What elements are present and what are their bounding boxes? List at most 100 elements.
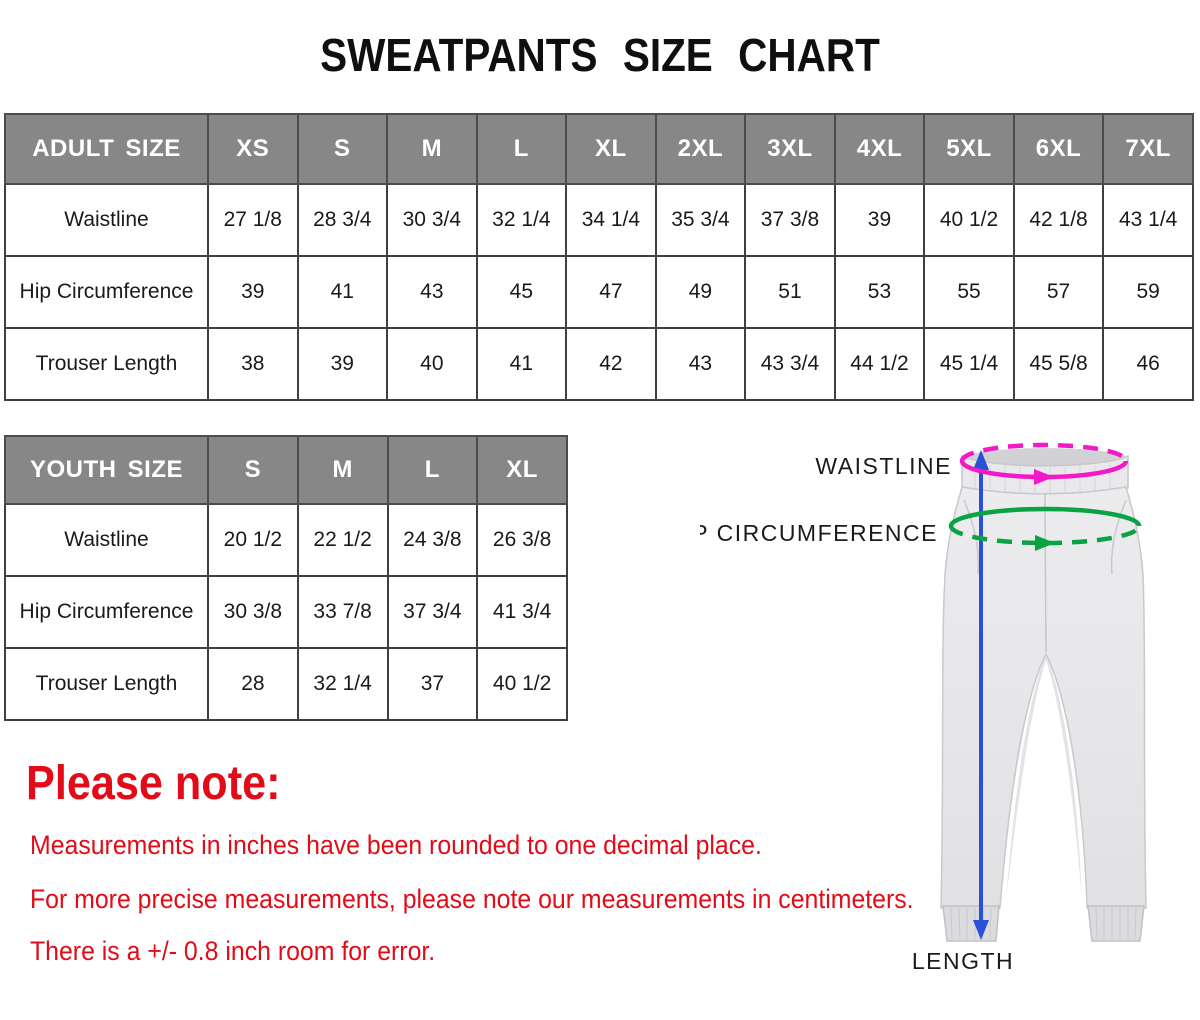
value-cell: 24 3/8 [386, 503, 479, 577]
value-cell: 45 [475, 255, 568, 329]
table-row: Waistline 27 1/8 28 3/4 30 3/4 32 1/4 34… [4, 183, 1194, 257]
row-label-cell: Trouser Length [4, 327, 209, 401]
arrow-up-icon [973, 450, 989, 470]
value-cell: 37 3/8 [744, 183, 836, 257]
value-cell: 28 3/4 [296, 183, 389, 257]
header-cell: L [386, 435, 479, 505]
header-cell: 3XL [744, 113, 836, 185]
adult-size-table: ADULT SIZE XS S M L XL 2XL 3XL 4XL 5XL 6… [4, 113, 1194, 401]
header-cell: XL [476, 435, 568, 505]
arrow-right-icon [1035, 535, 1055, 551]
row-label-cell: Waistline [4, 183, 209, 257]
note-line: For more precise measurements, please no… [30, 884, 914, 914]
value-cell: 32 1/4 [475, 183, 568, 257]
value-cell: 38 [207, 327, 299, 401]
value-cell: 53 [833, 255, 926, 329]
value-cell: 57 [1012, 255, 1105, 329]
right-pocket [1110, 499, 1127, 575]
value-cell: 41 [475, 327, 568, 401]
youth-size-table: YOUTH SIZE S M L XL Waistline 20 1/2 22 … [4, 435, 568, 721]
header-cell: XS [207, 113, 299, 185]
value-cell: 55 [923, 255, 1015, 329]
value-cell: 43 1/4 [1102, 183, 1194, 257]
sweatpants-illustration [940, 448, 1147, 942]
value-cell: 30 3/4 [386, 183, 478, 257]
value-cell: 30 3/8 [207, 575, 299, 649]
header-cell: 2XL [654, 113, 747, 185]
arrow-down-icon [973, 920, 989, 940]
header-cell: 6XL [1012, 113, 1105, 185]
row-label-cell: Trouser Length [4, 647, 209, 721]
waistband-ribs [974, 463, 1111, 494]
header-cell: L [475, 113, 568, 185]
front-seam [1044, 492, 1047, 653]
header-cell: ADULT SIZE [4, 113, 209, 185]
value-cell: 40 1/2 [923, 183, 1015, 257]
value-cell: 44 1/2 [833, 327, 926, 401]
header-cell: M [296, 435, 389, 505]
value-cell: 41 3/4 [476, 575, 568, 649]
value-cell: 43 [654, 327, 747, 401]
length-arrow [973, 450, 989, 940]
pants-body [940, 486, 1147, 909]
youth-header-row: YOUTH SIZE S M L XL [4, 435, 568, 505]
value-cell: 28 [207, 647, 299, 721]
row-label-cell: Hip Circumference [4, 255, 209, 329]
value-cell: 46 [1102, 327, 1194, 401]
value-cell: 20 1/2 [207, 503, 299, 577]
hip-circumference-label: HIP CIRCUMFERENCE [700, 520, 938, 546]
value-cell: 39 [296, 327, 389, 401]
header-cell: 4XL [833, 113, 926, 185]
right-cuff [1087, 905, 1145, 942]
value-cell: 43 3/4 [744, 327, 836, 401]
table-row: Trouser Length 28 32 1/4 37 40 1/2 [4, 647, 568, 721]
waistline-ellipse [959, 442, 1129, 485]
header-cell: YOUTH SIZE [4, 435, 209, 505]
table-row: Hip Circumference 39 41 43 45 47 49 51 5… [4, 255, 1194, 329]
note-line: Measurements in inches have been rounded… [30, 830, 762, 860]
value-cell: 59 [1102, 255, 1194, 329]
row-label-cell: Hip Circumference [4, 575, 209, 649]
value-cell: 45 5/8 [1012, 327, 1105, 401]
value-cell: 51 [744, 255, 836, 329]
header-cell: M [386, 113, 478, 185]
header-cell: S [296, 113, 389, 185]
waistline-label: WAISTLINE [815, 453, 952, 479]
sweatpants-measurement-diagram: WAISTLINE HIP CIRCUMFERENCE LENGTH [700, 442, 1147, 974]
header-cell: XL [565, 113, 657, 185]
header-cell: 5XL [923, 113, 1015, 185]
length-label: LENGTH [912, 948, 1014, 974]
note-line: There is a +/- 0.8 inch room for error. [30, 936, 436, 966]
value-cell: 37 3/4 [386, 575, 479, 649]
adult-header-row: ADULT SIZE XS S M L XL 2XL 3XL 4XL 5XL 6… [4, 113, 1194, 185]
value-cell: 42 1/8 [1012, 183, 1105, 257]
value-cell: 49 [654, 255, 747, 329]
value-cell: 33 7/8 [296, 575, 389, 649]
value-cell: 22 1/2 [296, 503, 389, 577]
value-cell: 42 [565, 327, 657, 401]
value-cell: 43 [386, 255, 478, 329]
row-label-cell: Waistline [4, 503, 209, 577]
header-cell: 7XL [1102, 113, 1194, 185]
value-cell: 40 [386, 327, 478, 401]
table-row: Waistline 20 1/2 22 1/2 24 3/8 26 3/8 [4, 503, 568, 577]
table-row: Trouser Length 38 39 40 41 42 43 43 3/4 … [4, 327, 1194, 401]
value-cell: 39 [833, 183, 926, 257]
value-cell: 32 1/4 [296, 647, 389, 721]
value-cell: 45 1/4 [923, 327, 1015, 401]
value-cell: 35 3/4 [654, 183, 747, 257]
header-cell: S [207, 435, 299, 505]
value-cell: 37 [386, 647, 479, 721]
page-title: SWEATPANTS SIZE CHART [0, 28, 1200, 82]
value-cell: 27 1/8 [207, 183, 299, 257]
hip-ellipse [948, 506, 1142, 551]
value-cell: 47 [565, 255, 657, 329]
page-title-text: SWEATPANTS SIZE CHART [320, 29, 880, 81]
value-cell: 40 1/2 [476, 647, 568, 721]
arrow-right-icon [1034, 469, 1054, 485]
table-row: Hip Circumference 30 3/8 33 7/8 37 3/4 4… [4, 575, 568, 649]
value-cell: 34 1/4 [565, 183, 657, 257]
note-heading: Please note: [26, 757, 281, 810]
value-cell: 39 [207, 255, 299, 329]
